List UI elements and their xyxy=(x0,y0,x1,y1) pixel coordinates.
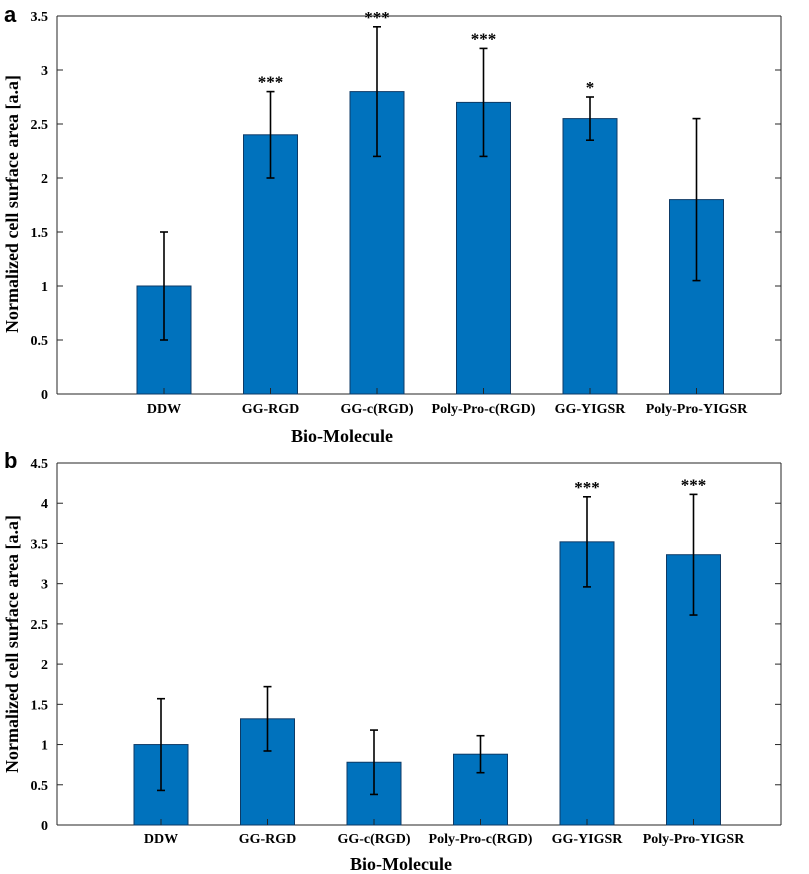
panel-a-x-tick-label: Poly-Pro-c(RGD) xyxy=(432,402,536,417)
panel-b-bars xyxy=(133,541,721,826)
panel-a-y-axis-title: Normalized cell surface area [a.a] xyxy=(2,75,22,333)
significance-label-Poly-Pro-c(RGD): *** xyxy=(471,29,497,48)
panel-b-x-ticks: DDW GG-RGD GG-c(RGD) Poly-Pro-c(RGD) GG-YIGS… xyxy=(144,819,745,847)
panel-b-y-ticks: 0 0.5 1 1.5 2 2.5 3 3.5 4 4.5 xyxy=(31,457,781,834)
panel-b-x-tick-label: GG-c(RGD) xyxy=(337,832,410,847)
panel-b-y-tick-label: 0 xyxy=(41,819,48,834)
significance-label-GG-c(RGD): *** xyxy=(364,8,390,27)
panel-a-y-tick-label: 1 xyxy=(41,280,48,295)
panel-b-y-tick-label: 2.5 xyxy=(31,618,49,633)
panel-b-y-tick-label: 4 xyxy=(41,497,48,512)
panel-a-label: a xyxy=(4,2,17,27)
panel-a-y-tick-label: 0 xyxy=(41,388,48,403)
panel-a-x-tick-label: DDW xyxy=(147,402,181,417)
panel-b-error-bars xyxy=(157,493,698,796)
panel-b-y-axis-title: Normalized cell surface area [a.a] xyxy=(2,515,22,773)
panel-b-y-tick-label: 1.5 xyxy=(31,698,49,713)
panel-b-x-tick-label: GG-RGD xyxy=(239,832,297,847)
panel-b-x-tick-label: Poly-Pro-YIGSR xyxy=(643,832,746,847)
panel-b-label: b xyxy=(4,448,17,473)
panel-a-y-ticks: 0 0.5 1 1.5 2 2.5 3 3.5 xyxy=(31,10,781,403)
panel-a-x-ticks: DDW GG-RGD GG-c(RGD) Poly-Pro-c(RGD) GG-YIGS… xyxy=(147,388,748,417)
panel-b-y-tick-label: 1 xyxy=(41,739,48,754)
panel-b-x-tick-label: Poly-Pro-c(RGD) xyxy=(429,832,533,847)
panel-b-chart: b *** *** 0 0.5 1 1.5 2 2.5 3 3.5 4 4.5 DDW GG-RGD G… xyxy=(2,448,782,874)
panel-b-y-tick-label: 3 xyxy=(41,578,48,593)
panel-a-y-tick-label: 2 xyxy=(41,172,48,187)
panel-b-y-tick-label: 0.5 xyxy=(31,779,49,794)
panel-b-x-tick-label: DDW xyxy=(144,832,178,847)
panel-a-x-tick-label: GG-c(RGD) xyxy=(340,402,413,417)
panel-a-significance: ********** xyxy=(258,8,595,97)
panel-a-y-tick-label: 2.5 xyxy=(31,118,49,133)
panel-a-y-tick-label: 3.5 xyxy=(31,10,49,25)
panel-b-x-axis-title: Bio-Molecule xyxy=(350,854,452,874)
panel-b-y-tick-label: 3.5 xyxy=(31,537,49,552)
panel-b-y-tick-label: 2 xyxy=(41,658,48,673)
panel-a-y-tick-label: 1.5 xyxy=(31,226,49,241)
panel-a-error-bars xyxy=(160,25,701,341)
bar-GG-YIGSR xyxy=(559,541,615,826)
panel-b-significance: *** *** xyxy=(574,475,706,496)
panel-b-y-tick-label: 4.5 xyxy=(31,457,49,472)
significance-label-GG-RGD: *** xyxy=(258,73,284,92)
panel-a-y-tick-label: 0.5 xyxy=(31,334,49,349)
panel-a-chart: a ********** 00.511.522.533.5 DDW GG-RGD G… xyxy=(2,2,782,446)
panel-a-x-tick-label: GG-YIGSR xyxy=(555,402,627,417)
panel-a-x-axis-title: Bio-Molecule xyxy=(291,426,393,446)
panel-b-x-tick-label: GG-YIGSR xyxy=(552,832,624,847)
significance-label-Poly-Pro-YIGSR: *** xyxy=(681,475,707,494)
bar-GG-YIGSR xyxy=(562,118,618,395)
significance-label-GG-YIGSR: * xyxy=(586,78,595,97)
significance-label-GG-YIGSR: *** xyxy=(574,478,600,497)
panel-a-x-tick-label: Poly-Pro-YIGSR xyxy=(646,402,749,417)
panel-a-y-tick-label: 3 xyxy=(41,64,48,79)
panel-a-bars xyxy=(136,91,724,395)
panel-a-x-tick-label: GG-RGD xyxy=(242,402,300,417)
